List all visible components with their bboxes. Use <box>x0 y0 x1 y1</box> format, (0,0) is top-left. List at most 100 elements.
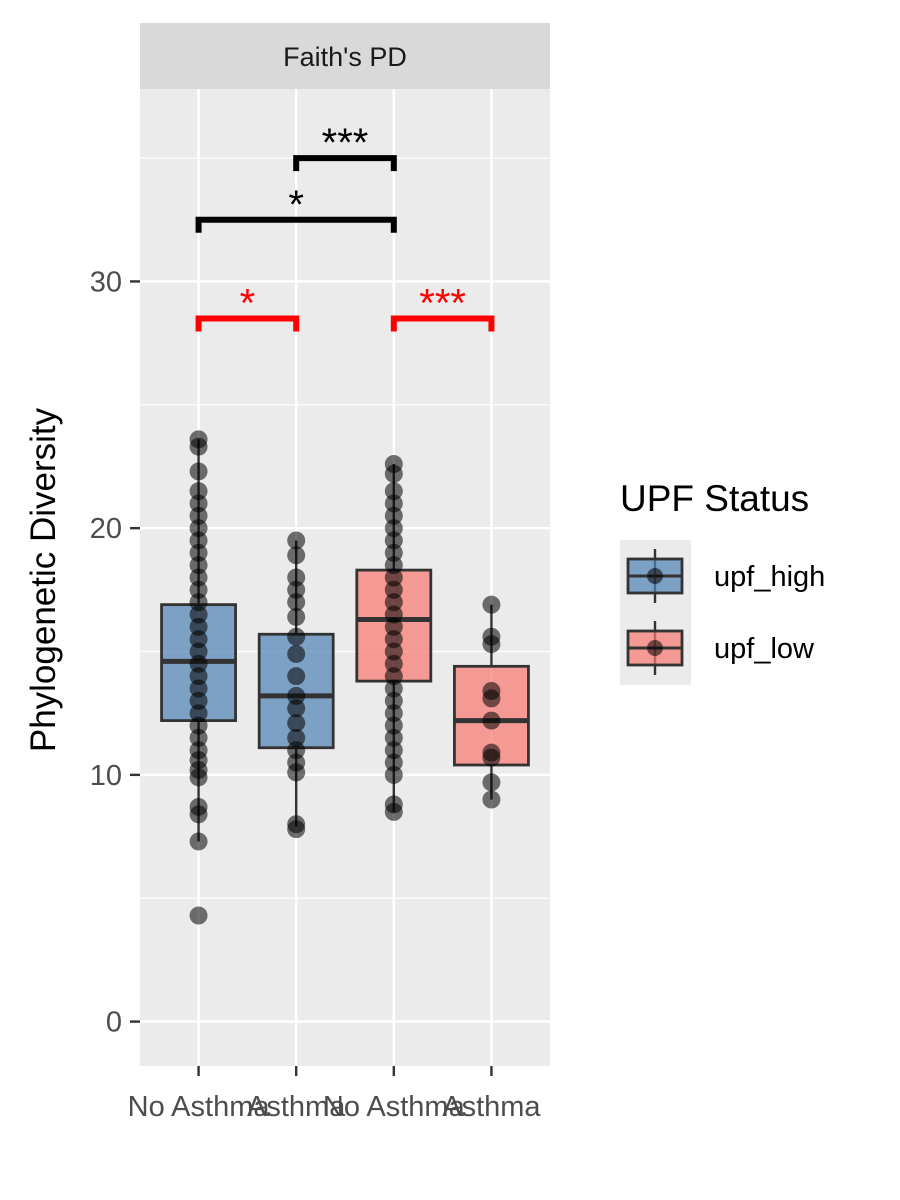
data-point <box>189 506 208 525</box>
legend-label: upf_low <box>714 633 815 665</box>
data-point <box>189 519 208 538</box>
data-point <box>189 568 208 587</box>
data-point <box>384 654 403 673</box>
data-point <box>384 605 403 624</box>
data-point <box>384 795 403 814</box>
data-point <box>189 430 208 449</box>
data-point <box>189 630 208 649</box>
data-point <box>287 568 306 587</box>
data-point <box>482 681 501 700</box>
data-point <box>287 741 306 760</box>
data-point <box>287 580 306 599</box>
data-point <box>384 519 403 538</box>
significance-bracket: * <box>195 281 300 332</box>
legend-title: UPF Status <box>620 478 809 519</box>
data-point <box>189 605 208 624</box>
data-point <box>482 743 501 762</box>
data-point <box>189 728 208 747</box>
data-point <box>287 546 306 565</box>
data-point <box>384 494 403 513</box>
data-point <box>384 728 403 747</box>
legend-key-upf_low: upf_low <box>626 621 815 675</box>
plot-panel <box>140 89 550 1066</box>
data-point <box>287 644 306 663</box>
data-point <box>287 593 306 612</box>
data-point <box>384 642 403 661</box>
significance-label: *** <box>419 281 466 325</box>
data-point <box>189 580 208 599</box>
significance-brackets: * ******* <box>195 121 495 332</box>
legend-key-upf_high: upf_high <box>626 549 825 603</box>
data-point <box>189 667 208 686</box>
data-point <box>189 797 208 816</box>
bracket-line <box>293 155 397 172</box>
significance-bracket: *** <box>293 121 397 172</box>
data-point <box>287 531 306 550</box>
x-tick-label: Asthma <box>247 1091 346 1123</box>
data-point <box>189 654 208 673</box>
x-tick-label: Asthma <box>442 1091 541 1123</box>
data-point <box>384 679 403 698</box>
data-point <box>287 667 306 686</box>
data-point <box>189 531 208 550</box>
y-tick-label: 30 <box>90 266 122 298</box>
data-point <box>287 753 306 772</box>
data-point <box>384 580 403 599</box>
legend-point <box>647 568 663 584</box>
y-axis-title: Phylogenetic Diversity <box>24 407 63 752</box>
data-point <box>189 832 208 851</box>
legend: UPF Status upf_high upf_low <box>620 478 825 685</box>
data-point <box>482 790 501 809</box>
data-point <box>384 556 403 575</box>
data-point <box>189 593 208 612</box>
data-point <box>384 691 403 710</box>
data-point <box>287 815 306 834</box>
data-point <box>189 906 208 925</box>
data-point <box>384 543 403 562</box>
legend-point <box>647 640 663 656</box>
x-tick-label: No Asthma <box>128 1091 271 1123</box>
data-point <box>384 455 403 474</box>
data-point <box>287 728 306 747</box>
data-point <box>384 753 403 772</box>
data-point <box>482 627 501 646</box>
data-point <box>384 716 403 735</box>
significance-label: * <box>240 281 256 325</box>
data-point <box>287 607 306 626</box>
facet-label: Faith's PD <box>283 42 407 72</box>
y-tick-label: 10 <box>90 760 122 792</box>
data-point <box>189 741 208 760</box>
data-point <box>384 617 403 636</box>
data-point <box>482 773 501 792</box>
data-point <box>384 765 403 784</box>
significance-bracket: * <box>195 183 397 233</box>
data-point <box>482 595 501 614</box>
legend-label: upf_high <box>714 561 825 593</box>
data-point <box>384 704 403 723</box>
data-point <box>482 711 501 730</box>
bracket-line <box>390 315 495 332</box>
y-tick-label: 20 <box>90 513 122 545</box>
y-tick-label: 0 <box>106 1007 122 1039</box>
bracket-line <box>195 216 397 233</box>
data-point <box>384 593 403 612</box>
data-point <box>287 699 306 718</box>
data-points <box>189 430 501 925</box>
data-point <box>384 506 403 525</box>
data-point <box>384 568 403 587</box>
data-point <box>189 556 208 575</box>
data-point <box>384 667 403 686</box>
significance-label: *** <box>322 121 369 165</box>
data-point <box>189 679 208 698</box>
significance-label: * <box>288 183 304 227</box>
data-point <box>189 691 208 710</box>
data-point <box>384 741 403 760</box>
data-point <box>287 686 306 705</box>
data-point <box>189 494 208 513</box>
significance-bracket: *** <box>390 281 495 332</box>
data-point <box>287 714 306 733</box>
bracket-line <box>195 315 300 332</box>
facet-strip <box>140 23 550 89</box>
